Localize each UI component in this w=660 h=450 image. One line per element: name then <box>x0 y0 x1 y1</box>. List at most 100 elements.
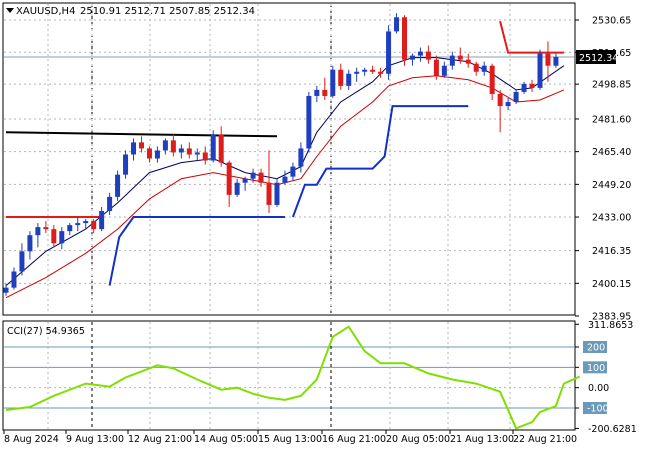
price-tick-label: 2530.65 <box>592 16 631 27</box>
candle-body <box>402 17 407 60</box>
candle-body <box>513 91 519 103</box>
candle-body <box>194 152 200 155</box>
time-tick-label: 9 Aug 13:00 <box>66 434 124 445</box>
current-price-tag: 2512.34 <box>576 50 618 64</box>
cci-tick-label: 0.00 <box>588 383 609 394</box>
candle-body <box>338 69 344 86</box>
cci-tick-label: 200 <box>587 343 605 354</box>
price-tick-label: 2465.40 <box>592 147 631 158</box>
candle-body <box>417 51 423 56</box>
cci-tick-label: -100 <box>587 404 609 415</box>
candle-body <box>91 221 97 230</box>
chart-header: XAUUSD,H4 2510.91 2512.71 2507.85 2512.3… <box>6 6 255 17</box>
candle-body <box>123 154 129 175</box>
candle-body <box>75 223 81 226</box>
candle-body <box>425 51 431 60</box>
candle-body <box>67 225 73 232</box>
main-panel: 2530.652514.652498.852481.602465.402449.… <box>2 2 631 323</box>
time-tick-label: 21 Aug 13:00 <box>450 434 514 445</box>
ema-slow-line <box>5 75 565 299</box>
price-tick-label: 2433.00 <box>592 213 631 224</box>
candle-body <box>27 235 33 252</box>
candle-body <box>35 227 41 236</box>
time-tick-label: 12 Aug 21:00 <box>128 434 192 445</box>
time-tick-label: 15 Aug 13:00 <box>258 434 322 445</box>
candle-body <box>43 227 49 230</box>
candle-body <box>115 174 121 197</box>
candle-body <box>266 182 272 205</box>
price-tick-label: 2481.60 <box>592 114 631 125</box>
candle-body <box>386 31 392 74</box>
candle-body <box>107 196 113 211</box>
price-tick-label: 2416.35 <box>592 246 631 257</box>
candle-body <box>11 271 17 288</box>
time-tick-label: 20 Aug 05:00 <box>386 434 450 445</box>
cci-tick-label: -200.6281 <box>588 424 637 435</box>
price-tick-label: 2400.15 <box>592 279 631 290</box>
candle-body <box>433 59 439 76</box>
candle-body <box>521 83 527 92</box>
candle-body <box>258 172 264 183</box>
candle-body <box>218 134 224 163</box>
candle-body <box>298 148 304 167</box>
candle-body <box>178 148 184 153</box>
candle-body <box>170 140 176 153</box>
time-tick-label: 8 Aug 2024 <box>4 434 59 445</box>
candle-body <box>274 182 280 205</box>
candle-body <box>19 251 25 272</box>
time-tick-label: 22 Aug 21:00 <box>513 434 577 445</box>
candle-body <box>354 71 360 74</box>
candle-body <box>234 182 240 195</box>
candle-body <box>409 55 415 60</box>
candle-body <box>250 172 256 179</box>
cci-tick-label: 100 <box>587 363 605 374</box>
candle-body <box>314 89 320 96</box>
candle-body <box>282 176 288 183</box>
collapse-triangle-icon[interactable] <box>6 8 14 13</box>
candle-body <box>242 178 248 183</box>
ohlc-values: 2510.91 2512.71 2507.85 2512.34 <box>80 6 255 17</box>
candle-body <box>537 53 543 88</box>
price-tick-label: 2498.85 <box>592 80 631 91</box>
cci-tick-label: 311.8653 <box>588 320 633 331</box>
candle-body <box>505 102 511 107</box>
time-axis: 8 Aug 2024 9 Aug 13:00 12 Aug 21:00 14 Aug … <box>3 430 577 445</box>
candle-body <box>202 152 208 161</box>
candle-body <box>290 166 296 177</box>
candle-body <box>378 71 384 74</box>
price-tick-label: 2449.20 <box>592 180 631 191</box>
candle-body <box>330 69 336 96</box>
price-tag-bg <box>576 50 616 64</box>
candle-body <box>154 150 160 159</box>
candle-body <box>131 142 137 155</box>
price-tick-label: 2383.95 <box>592 312 631 323</box>
cci-axis: 311.8653 200 100 0.00 -100 -200.6281 <box>575 320 637 435</box>
candle-body <box>529 83 535 88</box>
candle-body <box>394 17 400 32</box>
candle-body <box>210 134 216 161</box>
time-tick-label: 16 Aug 21:00 <box>322 434 386 445</box>
candle-body <box>362 69 368 72</box>
candle-body <box>346 73 352 86</box>
candle-body <box>449 55 455 66</box>
candle-body <box>59 231 65 244</box>
candle-body <box>441 65 447 76</box>
candle-body <box>306 95 312 149</box>
candle-body <box>473 63 479 72</box>
cci-label: CCI(27) 54.9365 <box>7 326 85 337</box>
candle-body <box>370 69 376 72</box>
candle-body <box>553 56 559 66</box>
candle-body <box>83 221 89 224</box>
candle-body <box>497 93 503 107</box>
candle-body <box>489 65 495 94</box>
candle-body <box>457 55 463 60</box>
candle-body <box>3 287 9 293</box>
cci-line <box>5 325 581 430</box>
candle-body <box>226 162 232 195</box>
cci-grid <box>4 322 574 429</box>
cci-level-tag <box>583 361 607 374</box>
stop-line-red <box>499 21 564 54</box>
stop-line-blue <box>108 216 285 286</box>
candle-body <box>545 53 551 66</box>
